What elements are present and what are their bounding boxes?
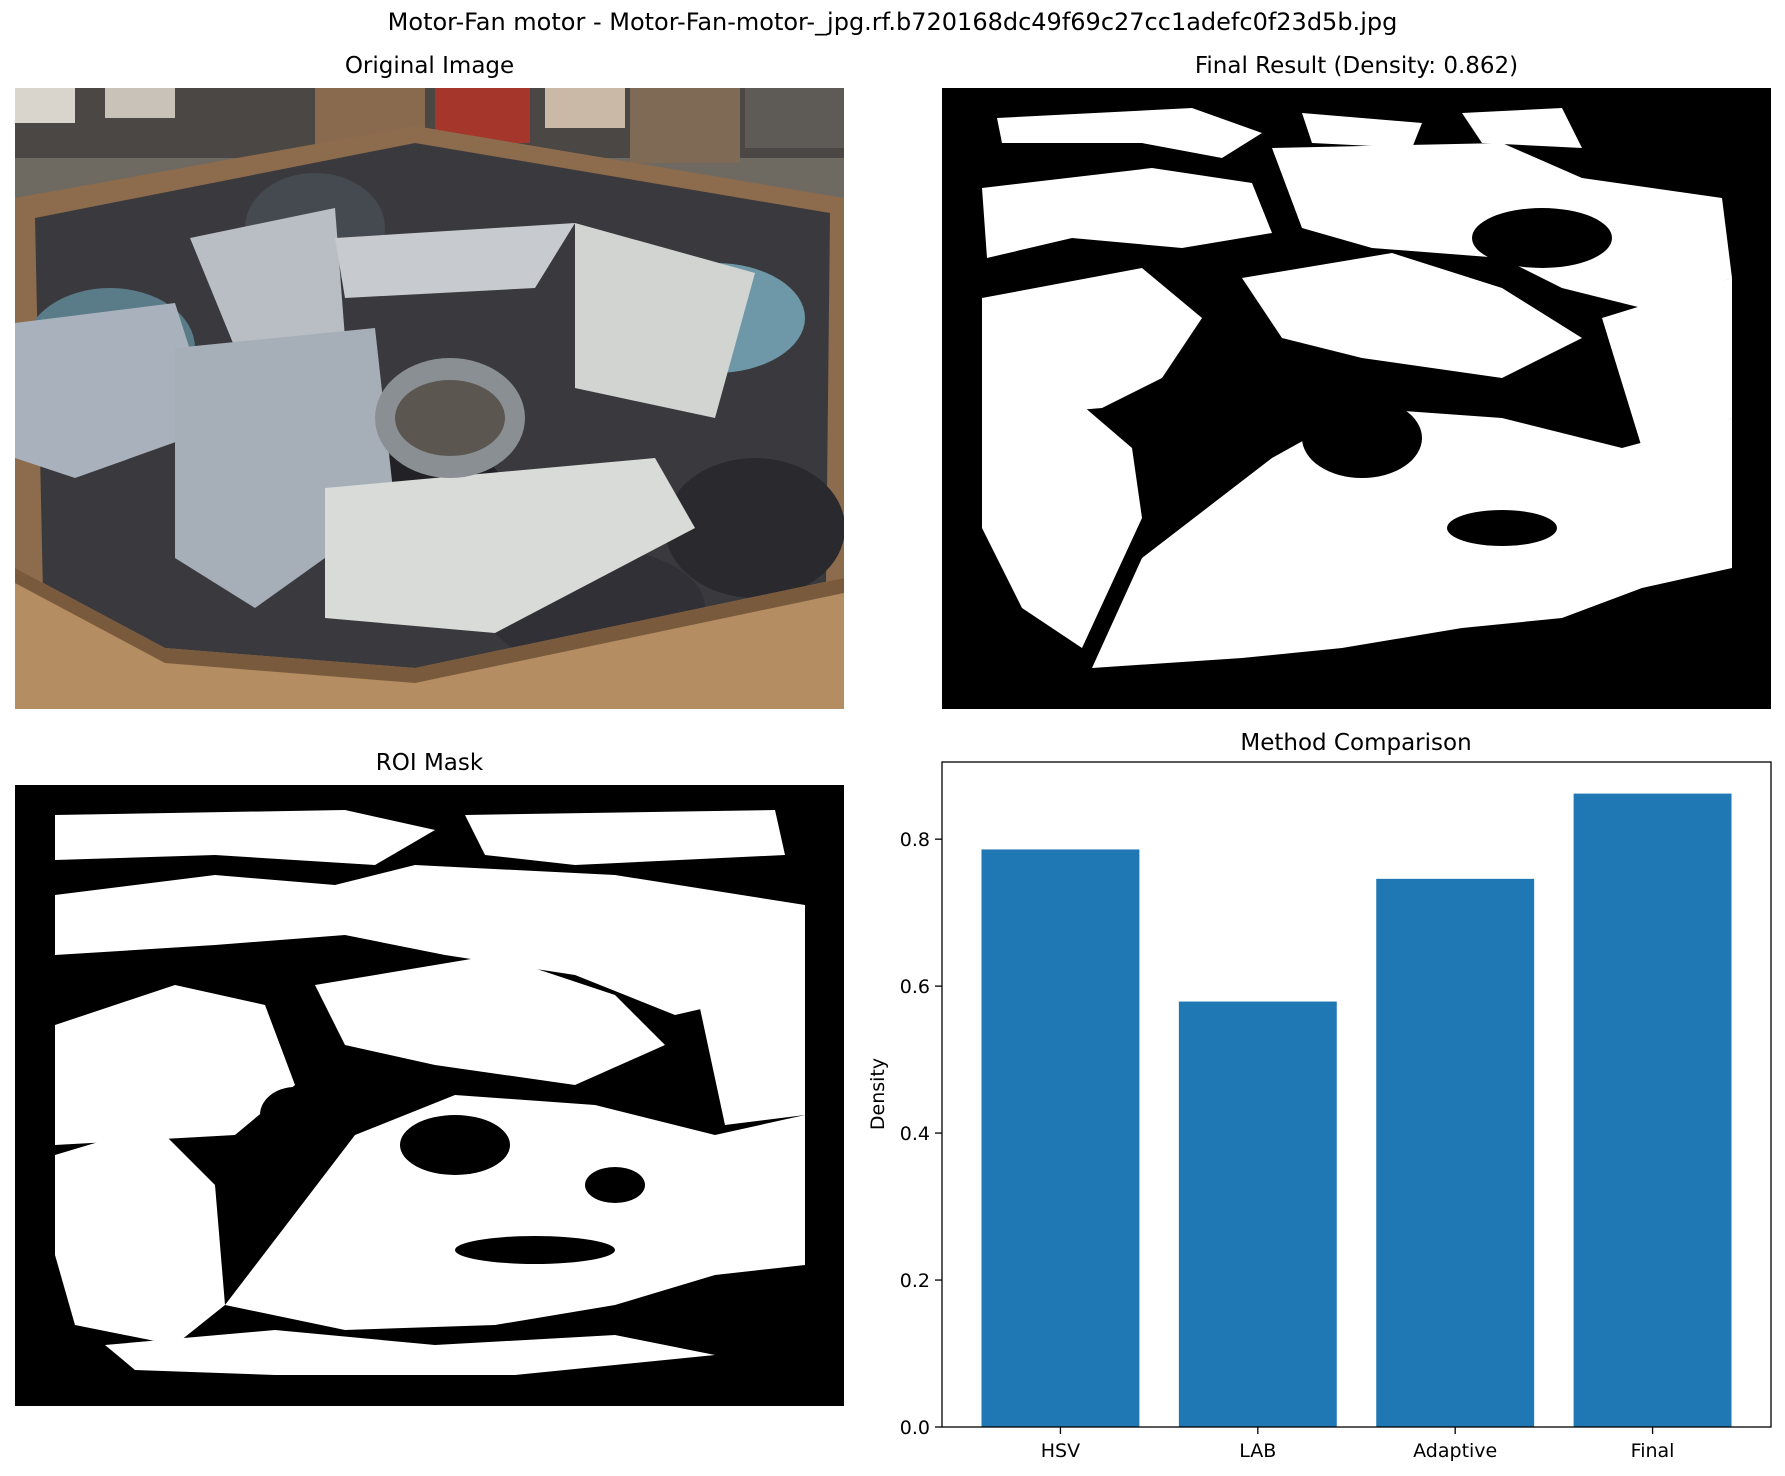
bar-adaptive bbox=[1376, 878, 1535, 1427]
x-tick-label-hsv: HSV bbox=[1041, 1440, 1080, 1462]
original-image-title: Original Image bbox=[344, 53, 515, 79]
chart-x-ticks: HSV LAB Adaptive Final bbox=[1041, 1427, 1675, 1462]
x-tick-label-adaptive: Adaptive bbox=[1413, 1440, 1497, 1462]
bar-lab bbox=[1178, 1001, 1337, 1427]
final-result-mask bbox=[942, 88, 1771, 709]
original-image bbox=[15, 88, 844, 709]
roi-mask-title: ROI Mask bbox=[375, 750, 484, 776]
x-tick-label-lab: LAB bbox=[1239, 1440, 1276, 1462]
chart-title: Method Comparison bbox=[1240, 730, 1471, 756]
y-tick-label: 0.2 bbox=[900, 1270, 930, 1292]
y-tick-label: 0.6 bbox=[900, 976, 930, 998]
chart-bars bbox=[981, 793, 1732, 1427]
figure-title: Motor-Fan motor - Motor-Fan-motor-_jpg.r… bbox=[387, 8, 1398, 36]
chart-y-ticks: 0.0 0.2 0.4 0.6 0.8 bbox=[900, 829, 942, 1439]
y-tick-label: 0.0 bbox=[900, 1417, 930, 1439]
x-tick-label-final: Final bbox=[1631, 1440, 1675, 1462]
roi-mask bbox=[15, 785, 844, 1406]
bar-hsv bbox=[981, 849, 1140, 1427]
final-result-title: Final Result (Density: 0.862) bbox=[1194, 53, 1519, 79]
bar-final bbox=[1573, 793, 1732, 1427]
chart-y-axis-label: Density bbox=[867, 1058, 889, 1130]
y-tick-label: 0.4 bbox=[900, 1123, 930, 1145]
y-tick-label: 0.8 bbox=[900, 829, 930, 851]
chart-plot-frame bbox=[941, 761, 1772, 1428]
